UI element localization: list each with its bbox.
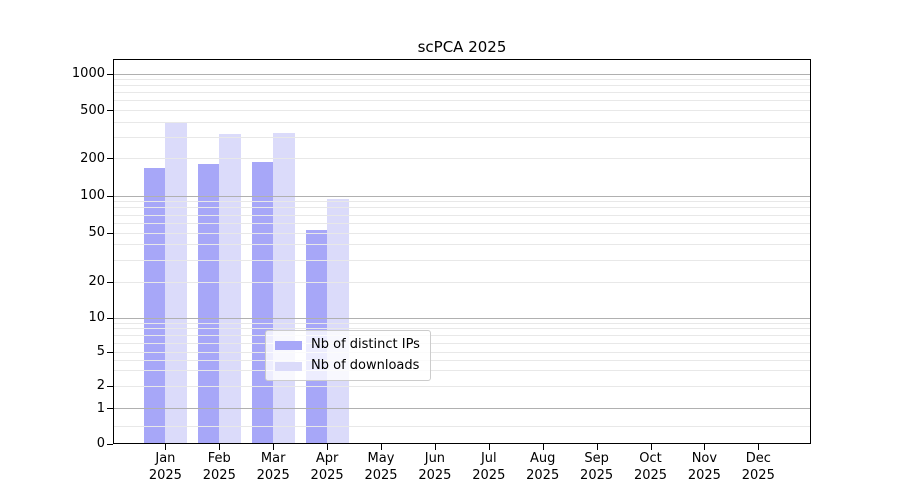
legend: Nb of distinct IPs Nb of downloads bbox=[265, 330, 431, 381]
y-tick-mark bbox=[107, 408, 113, 409]
bar-jan-downloads bbox=[165, 121, 187, 444]
gridline-minor bbox=[113, 92, 811, 94]
x-tick-mark bbox=[596, 444, 598, 450]
x-tick-label-mar: Mar 2025 bbox=[256, 451, 290, 483]
gridline-minor bbox=[113, 110, 811, 111]
gridline-minor bbox=[113, 79, 811, 81]
gridline-major bbox=[113, 195, 811, 197]
gridline-minor bbox=[113, 207, 811, 209]
gridline-minor bbox=[113, 158, 811, 159]
x-tick-label-aug: Aug 2025 bbox=[526, 451, 560, 483]
bar-feb-downloads bbox=[219, 134, 241, 444]
x-tick-mark bbox=[381, 444, 382, 450]
x-tick-mark bbox=[327, 444, 329, 450]
gridline-minor bbox=[113, 334, 811, 336]
bar-mar-downloads bbox=[273, 133, 295, 444]
gridline-major bbox=[113, 73, 811, 75]
gridline-minor bbox=[113, 244, 811, 246]
gridline-minor bbox=[113, 359, 811, 361]
x-tick-label-oct: Oct 2025 bbox=[633, 451, 668, 483]
y-tick-mark bbox=[107, 281, 113, 283]
y-tick-mark bbox=[107, 232, 113, 234]
x-tick-label-dec: Dec 2025 bbox=[741, 451, 775, 483]
gridline-minor bbox=[113, 328, 811, 330]
y-tick-mark bbox=[107, 73, 113, 75]
bar-jan-distinct-ips bbox=[143, 168, 166, 444]
x-tick-mark bbox=[434, 444, 436, 450]
y-tick-label-100: 100 bbox=[80, 188, 105, 203]
x-tick-label-feb: Feb 2025 bbox=[202, 451, 236, 483]
y-tick-label-5: 5 bbox=[96, 344, 105, 359]
legend-swatch-downloads bbox=[275, 361, 302, 371]
y-tick-mark bbox=[107, 385, 113, 387]
plot-area bbox=[113, 59, 811, 444]
y-tick-label-0: 0 bbox=[96, 436, 105, 451]
x-tick-mark bbox=[542, 444, 544, 450]
y-tick-label-20: 20 bbox=[88, 274, 105, 289]
x-tick-mark bbox=[650, 444, 652, 450]
gridline-minor bbox=[113, 100, 811, 102]
gridline-minor bbox=[113, 201, 811, 203]
gridline-minor bbox=[113, 385, 811, 387]
gridline-minor bbox=[113, 222, 811, 224]
x-tick-mark bbox=[758, 444, 760, 450]
x-tick-label-jul: Jul 2025 bbox=[472, 451, 506, 483]
gridline-minor bbox=[113, 370, 811, 372]
chart-title: scPCA 2025 bbox=[417, 38, 507, 56]
gridline-minor bbox=[113, 342, 811, 344]
bar-apr-downloads bbox=[327, 199, 349, 444]
legend-row-distinct-ips: Nb of distinct IPs bbox=[275, 337, 421, 353]
y-tick-label-500: 500 bbox=[80, 102, 105, 118]
y-tick-label-1000: 1000 bbox=[71, 66, 105, 81]
legend-row-downloads: Nb of downloads bbox=[275, 358, 421, 374]
gridline-minor bbox=[113, 351, 811, 353]
x-tick-label-apr: Apr 2025 bbox=[310, 451, 344, 483]
gridline-minor bbox=[113, 425, 811, 427]
y-tick-mark bbox=[107, 443, 113, 445]
x-tick-mark bbox=[219, 444, 221, 450]
gridline-major bbox=[113, 408, 811, 409]
y-tick-label-10: 10 bbox=[88, 310, 105, 325]
y-tick-label-50: 50 bbox=[88, 225, 105, 240]
y-tick-mark bbox=[107, 158, 113, 159]
gridline-minor bbox=[113, 259, 811, 261]
gridline-minor bbox=[113, 322, 811, 324]
x-tick-label-jun: Jun 2025 bbox=[418, 451, 452, 483]
y-tick-mark bbox=[107, 351, 113, 353]
x-tick-label-jan: Jan 2025 bbox=[148, 451, 182, 483]
y-tick-label-200: 200 bbox=[80, 150, 105, 166]
x-tick-mark bbox=[704, 444, 706, 450]
y-tick-label-1: 1 bbox=[96, 400, 105, 416]
y-tick-mark bbox=[107, 110, 113, 111]
y-tick-mark bbox=[107, 317, 113, 319]
y-tick-mark bbox=[107, 195, 113, 197]
gridline-minor bbox=[113, 121, 811, 123]
legend-label-distinct-ips: Nb of distinct IPs bbox=[311, 337, 420, 352]
x-tick-mark bbox=[488, 444, 490, 450]
x-tick-mark bbox=[165, 444, 167, 450]
bar-mar-distinct-ips bbox=[251, 162, 274, 444]
gridline-minor bbox=[113, 85, 811, 87]
x-tick-label-sep: Sep 2025 bbox=[580, 451, 614, 483]
x-tick-mark bbox=[273, 444, 275, 450]
legend-swatch-distinct-ips bbox=[275, 340, 302, 350]
gridline-minor bbox=[113, 214, 811, 216]
gridline-minor bbox=[113, 136, 811, 138]
y-tick-label-2: 2 bbox=[96, 378, 105, 393]
bar-feb-distinct-ips bbox=[197, 163, 220, 444]
x-tick-label-may: May 2025 bbox=[364, 451, 398, 483]
gridline-minor bbox=[113, 232, 811, 234]
gridline-minor bbox=[113, 281, 811, 283]
legend-label-downloads: Nb of downloads bbox=[311, 358, 420, 373]
gridline-major bbox=[113, 317, 811, 319]
x-tick-label-nov: Nov 2025 bbox=[687, 451, 721, 483]
